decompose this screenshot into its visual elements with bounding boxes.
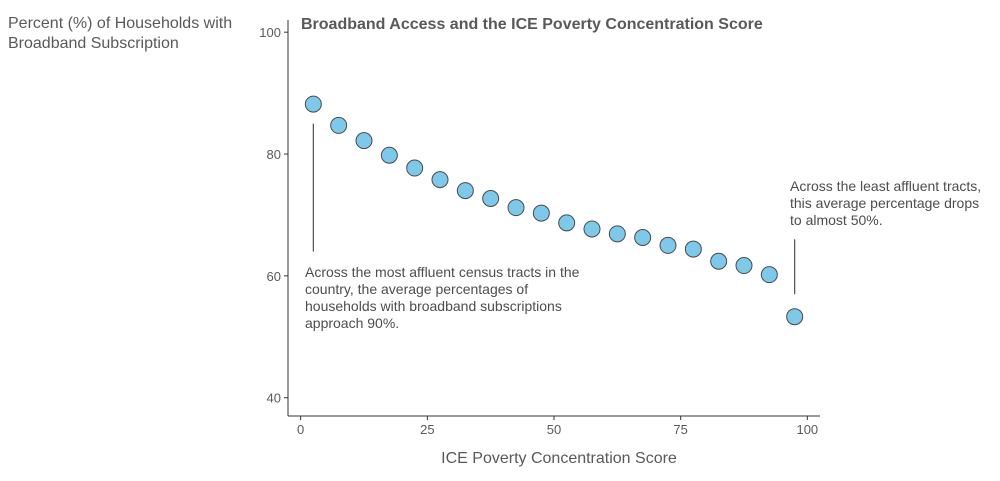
data-point <box>558 214 576 232</box>
y-tick-label: 100 <box>259 25 281 40</box>
y-tick-label: 80 <box>267 147 281 162</box>
y-tick-label: 40 <box>267 391 281 406</box>
x-tick-label: 75 <box>673 422 687 437</box>
annotation-line: to almost 50%. <box>790 212 883 228</box>
data-point <box>634 228 652 246</box>
data-point <box>304 95 322 113</box>
data-points <box>304 95 804 326</box>
annotation-leader-lines <box>312 123 796 295</box>
annotation-most-affluent: Across the most affluent census tracts i… <box>305 264 605 332</box>
annotation-least-affluent: Across the least affluent tracts, this a… <box>790 178 995 229</box>
annotation-line: this average percentage drops <box>790 195 980 211</box>
data-point <box>380 146 398 164</box>
annotation-line: Across the most affluent census tracts i… <box>305 264 580 280</box>
data-point <box>786 308 804 326</box>
data-point <box>456 182 474 200</box>
data-point <box>532 204 550 222</box>
annotation-line: country, the average percentages of <box>305 281 529 297</box>
annotation-line: households with broadband subscriptions <box>305 298 562 314</box>
data-point <box>355 132 373 150</box>
data-point <box>482 190 500 208</box>
data-point <box>583 220 601 238</box>
y-tick-label: 60 <box>267 269 281 284</box>
data-point <box>608 225 626 243</box>
y-axis-label: Percent (%) of Households with Broadband… <box>8 14 268 54</box>
x-tick-label: 25 <box>420 422 434 437</box>
data-point <box>406 159 424 177</box>
annotation-line: Across the least affluent tracts, <box>790 178 982 194</box>
x-axis-label: ICE Poverty Concentration Score <box>441 450 677 467</box>
data-point <box>659 236 677 254</box>
annotation-line: approach 90%. <box>305 315 400 331</box>
data-point <box>710 252 728 270</box>
y-axis-label-line-1: Percent (%) of Households with <box>8 15 233 32</box>
y-axis-label-line-2: Broadband Subscription <box>8 35 179 52</box>
x-tick-label: 50 <box>547 422 561 437</box>
x-tick-label: 100 <box>796 422 818 437</box>
x-tick-label: 0 <box>297 422 304 437</box>
data-point <box>507 199 525 217</box>
axes: 40 60 80 100 0 25 50 75 100 <box>259 20 820 437</box>
data-point <box>735 257 753 275</box>
data-point <box>760 266 778 284</box>
chart-title: Broadband Access and the ICE Poverty Con… <box>301 16 763 33</box>
data-point <box>330 116 348 134</box>
data-point <box>684 240 702 258</box>
data-point <box>431 171 449 189</box>
